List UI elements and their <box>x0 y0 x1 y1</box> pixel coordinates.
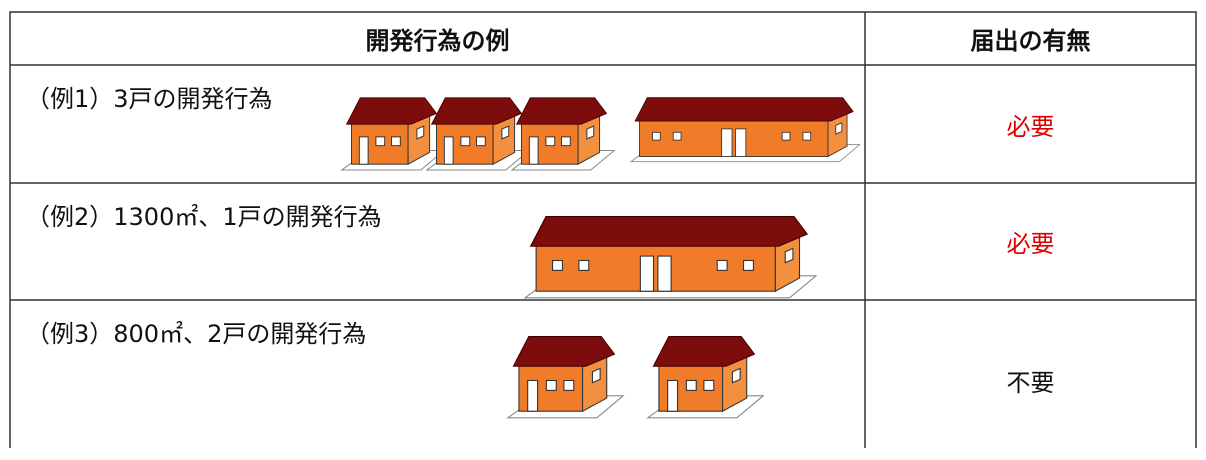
answer-cell: 必要 <box>1006 230 1055 258</box>
answer-cell: 不要 <box>1006 368 1055 397</box>
header-cell: 開発行為の例 <box>365 27 510 55</box>
example-cell: （例3）800㎡、2戸の開発行為 <box>26 320 367 348</box>
answer-cell: 必要 <box>1006 112 1055 141</box>
table-grid <box>9 11 1197 448</box>
example-cell: （例2）1300㎡、1戸の開発行為 <box>26 203 382 231</box>
example-cell: （例1）3戸の開発行為 <box>26 85 273 113</box>
page: 開発行為の例 届出の有無 （例1）3戸の開発行為 必要 （例2）1300㎡、1戸… <box>9 11 1197 448</box>
header-cell: 届出の有無 <box>970 27 1091 55</box>
